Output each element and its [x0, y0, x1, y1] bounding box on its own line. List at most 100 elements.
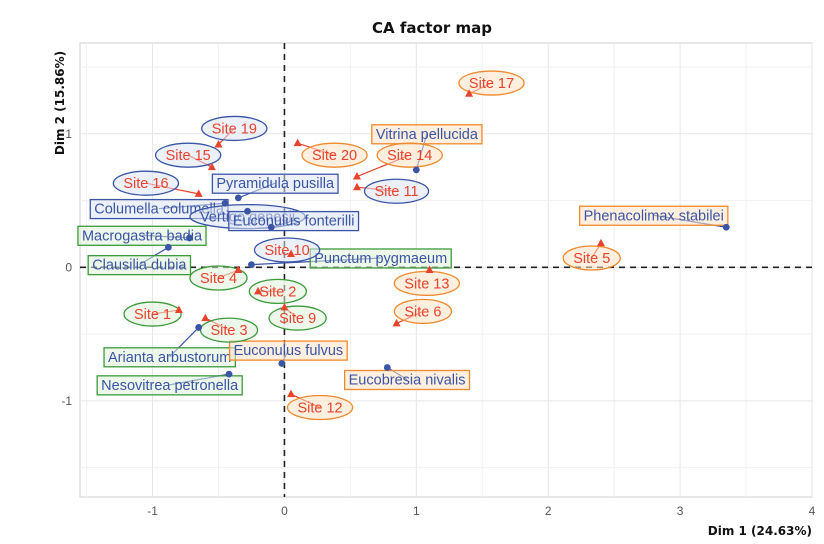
column-label-text-nesovitrea-petronella: Nesovitrea petronella — [101, 378, 239, 394]
row-label-text-site-2: Site 2 — [259, 284, 296, 300]
row-label-site-19: Site 19 — [201, 115, 268, 142]
row-point-site-10 — [287, 249, 296, 257]
row-point-site-6 — [392, 318, 401, 327]
row-point-site-1 — [174, 305, 183, 314]
label-ellipse-site-19 — [201, 115, 268, 142]
chart-title: CA factor map — [372, 19, 492, 37]
column-label-euconulus-fulvus: Euconulus fulvus — [228, 340, 348, 361]
column-point-pyramidula-pusilla — [234, 194, 242, 202]
column-label-text-clausilia-dubia: Clausilia dubia — [92, 258, 187, 274]
x-tick-label: 4 — [809, 504, 816, 518]
column-label-text-euconulus-fulvus: Euconulus fulvus — [234, 343, 344, 359]
label-box-clausilia-dubia — [87, 255, 192, 276]
x-tick-label: 2 — [545, 504, 552, 518]
x-tick-label: 0 — [281, 504, 288, 518]
row-label-site-16: Site 16 — [112, 170, 180, 196]
row-label-text-site-12: Site 12 — [297, 401, 342, 417]
label-ellipse-site-11 — [363, 178, 430, 204]
row-point-site-2 — [254, 286, 263, 295]
column-label-punctum-pygmaeum: Punctum pygmaeum — [309, 248, 452, 269]
column-label-euconulus-fonterilli: Euconulus fonterilli — [228, 210, 360, 232]
row-point-site-11 — [352, 182, 361, 191]
label-ellipse-site-20 — [301, 142, 368, 168]
row-label-text-site-15: Site 15 — [166, 148, 211, 164]
point-layer — [164, 89, 730, 398]
label-ellipse-site-5 — [562, 245, 621, 271]
row-label-text-site-3: Site 3 — [210, 323, 247, 339]
row-point-site-3 — [201, 313, 210, 322]
label-ellipse-site-16 — [112, 170, 180, 196]
row-point-site-16 — [194, 189, 203, 197]
label-ellipse-site-9 — [268, 305, 327, 331]
row-label-text-site-4: Site 4 — [200, 271, 237, 287]
y-axis-title: Dim 2 (15.86%) — [53, 51, 67, 155]
column-label-nesovitrea-petronella: Nesovitrea petronella — [96, 375, 243, 396]
label-ellipse-site-15 — [154, 142, 222, 168]
column-label-text-phenacolimax-stabilei: Phenacolimax stabilei — [584, 208, 724, 224]
row-label-site-11: Site 11 — [363, 178, 430, 204]
row-label-site-15: Site 15 — [154, 142, 222, 168]
column-label-phenacolimax-stabilei: Phenacolimax stabilei — [578, 205, 729, 226]
label-ellipse-site-4 — [189, 265, 248, 291]
row-point-site-20 — [293, 138, 302, 147]
y-tick-label: -1 — [61, 394, 72, 408]
row-label-site-10: Site 10 — [253, 237, 321, 263]
row-label-site-1: Site 1 — [123, 301, 182, 327]
row-point-site-9 — [280, 302, 289, 311]
label-ellipse-site-17 — [458, 70, 525, 96]
column-point-punctum-pygmaeum — [248, 261, 255, 269]
row-label-text-site-19: Site 19 — [212, 121, 257, 137]
column-label-text-arianta-arbustorum: Arianta arbustorum — [108, 350, 231, 366]
row-label-site-9: Site 9 — [268, 305, 327, 331]
label-box-euconulus-fulvus — [228, 340, 348, 361]
column-label-text-vitrina-pellucida: Vitrina pellucida — [376, 127, 479, 143]
y-tick-label: 0 — [65, 260, 72, 274]
row-label-text-site-9: Site 9 — [279, 311, 316, 327]
column-point-euconulus-fonterilli — [267, 223, 275, 231]
column-point-vertigo-genesii — [244, 207, 251, 215]
label-box-nesovitrea-petronella — [96, 375, 243, 396]
row-point-site-14 — [352, 172, 361, 180]
column-point-eucobresia-nivalis — [383, 364, 391, 371]
x-axis-title: Dim 1 (24.63%) — [708, 524, 812, 538]
column-point-phenacolimax-stabilei — [722, 223, 730, 231]
label-ellipse-site-6 — [393, 298, 453, 325]
row-label-text-site-17: Site 17 — [469, 76, 514, 92]
row-point-site-5 — [596, 238, 605, 247]
column-label-pyramidula-pusilla: Pyramidula pusilla — [211, 173, 339, 194]
row-label-site-4: Site 4 — [189, 265, 248, 291]
x-tick-label: 1 — [413, 504, 420, 518]
label-box-macrogastra-badia — [77, 225, 207, 246]
row-label-text-site-11: Site 11 — [375, 184, 419, 200]
column-point-nesovitrea-petronella — [225, 370, 233, 378]
row-label-text-site-14: Site 14 — [387, 148, 432, 164]
column-label-arianta-arbustorum: Arianta arbustorum — [103, 347, 236, 368]
row-label-site-5: Site 5 — [562, 245, 621, 271]
label-ellipse-site-12 — [286, 394, 354, 421]
column-label-text-eucobresia-nivalis: Eucobresia nivalis — [349, 372, 466, 388]
column-label-text-pyramidula-pusilla: Pyramidula pusilla — [216, 176, 335, 192]
x-tick-label: -1 — [147, 504, 158, 518]
row-point-site-15 — [207, 162, 216, 171]
row-label-text-site-1: Site 1 — [134, 307, 171, 323]
row-point-site-17 — [465, 89, 474, 97]
column-point-macrogastra-badia — [186, 234, 193, 242]
row-point-site-13 — [425, 265, 434, 273]
row-label-site-3: Site 3 — [199, 317, 259, 343]
plot-area: -1 0 1 2 3 4 1 0 -1 Vitrina pellucida Pyramidula p… — [61, 42, 816, 518]
column-point-columella-columella — [221, 199, 229, 207]
row-label-text-site-13: Site 13 — [404, 276, 449, 292]
label-ellipse-site-10 — [253, 237, 321, 263]
x-tick-label: 3 — [677, 504, 684, 518]
column-point-vitrina-pellucida — [412, 166, 420, 174]
label-ellipse-site-1 — [123, 301, 182, 327]
row-point-site-4 — [234, 265, 243, 273]
row-label-text-site-5: Site 5 — [573, 251, 610, 267]
row-label-site-2: Site 2 — [248, 278, 308, 305]
label-box-pyramidula-pusilla — [211, 173, 339, 194]
column-point-arianta-arbustorum — [195, 324, 203, 331]
label-box-phenacolimax-stabilei — [578, 205, 729, 226]
row-label-text-site-20: Site 20 — [312, 148, 357, 164]
